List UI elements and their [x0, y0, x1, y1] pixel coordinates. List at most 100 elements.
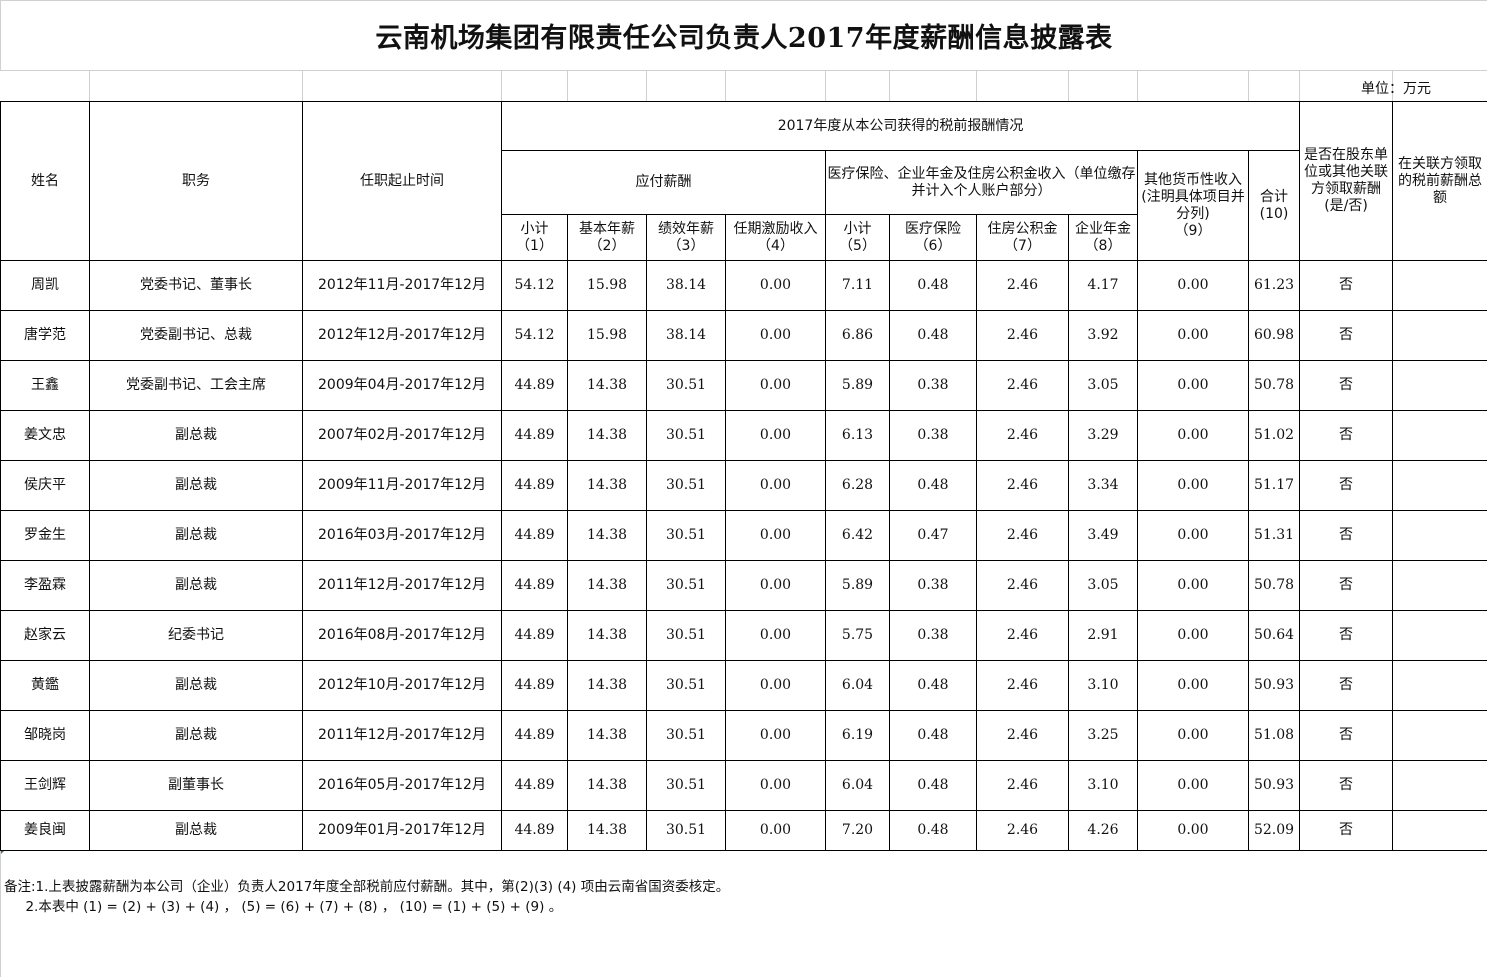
- cell-c5: 6.86: [825, 310, 890, 361]
- cell-c8: 3.29: [1068, 410, 1138, 461]
- cell-name: 邹晓岗: [0, 710, 90, 761]
- cell-c6: 0.38: [889, 360, 977, 411]
- header-related-party-flag: 是否在股东单位或其他关联方领取薪酬 (是/否): [1299, 101, 1394, 261]
- cell-flag: 否: [1299, 460, 1394, 511]
- cell-c9: 0.00: [1137, 610, 1249, 661]
- grid-line: [0, 850, 1, 977]
- cell-rel: [1392, 760, 1487, 811]
- cell-c10: 50.93: [1247, 660, 1301, 711]
- main-content: 姓名 职务 任职起止时间 2017年度从本公司获得的税前报酬情况 是否在股东单位…: [0, 101, 1487, 917]
- table-row: 李盈霖 副总裁 2011年12月-2017年12月 44.89 14.38 30.51 0.…: [0, 560, 1487, 611]
- cell-rel: [1392, 560, 1487, 611]
- cell-c2: 14.38: [567, 360, 647, 411]
- cell-position: 纪委书记: [89, 610, 303, 661]
- cell-c1: 44.89: [501, 610, 568, 661]
- cell-rel: [1392, 260, 1487, 311]
- table-row: 王剑辉 副董事长 2016年05月-2017年12月 44.89 14.38 30.51 0…: [0, 760, 1487, 811]
- cell-flag: 否: [1299, 760, 1394, 811]
- header-base-salary: 基本年薪 （2）: [567, 214, 647, 261]
- cell-term: 2009年01月-2017年12月: [302, 810, 502, 851]
- cell-c8: 4.17: [1068, 260, 1138, 311]
- cell-c6: 0.48: [889, 810, 977, 851]
- cell-c4: 0.00: [725, 360, 826, 411]
- cell-c1: 44.89: [501, 710, 568, 761]
- cell-rel: [1392, 810, 1487, 851]
- cell-c3: 30.51: [646, 810, 726, 851]
- table-row: 邹晓岗 副总裁 2011年12月-2017年12月 44.89 14.38 30.51 0.…: [0, 710, 1487, 761]
- cell-c1: 44.89: [501, 660, 568, 711]
- cell-c3: 30.51: [646, 510, 726, 561]
- cell-position: 副董事长: [89, 760, 303, 811]
- cell-term: 2009年11月-2017年12月: [302, 460, 502, 511]
- cell-term: 2016年03月-2017年12月: [302, 510, 502, 561]
- cell-c10: 50.78: [1247, 360, 1301, 411]
- cell-c8: 3.49: [1068, 510, 1138, 561]
- cell-position: 副总裁: [89, 510, 303, 561]
- cell-position: 副总裁: [89, 660, 303, 711]
- note-line-2: 2.本表中 (1) = (2) + (3) + (4) ， (5) = (6) …: [4, 899, 563, 915]
- cell-c3: 30.51: [646, 710, 726, 761]
- cell-position: 副总裁: [89, 710, 303, 761]
- cell-position: 副总裁: [89, 560, 303, 611]
- cell-rel: [1392, 360, 1487, 411]
- cell-c8: 3.10: [1068, 660, 1138, 711]
- cell-c8: 3.34: [1068, 460, 1138, 511]
- unit-label: 单位：万元: [1361, 81, 1431, 97]
- table-row: 周凯 党委书记、董事长 2012年11月-2017年12月 54.12 15.98 38.…: [0, 260, 1487, 311]
- cell-c2: 14.38: [567, 810, 647, 851]
- cell-c1: 44.89: [501, 460, 568, 511]
- cell-c7: 2.46: [976, 610, 1069, 661]
- cell-c5: 6.42: [825, 510, 890, 561]
- cell-position: 党委书记、董事长: [89, 260, 303, 311]
- cell-c10: 51.17: [1247, 460, 1301, 511]
- cell-c10: 51.02: [1247, 410, 1301, 461]
- cell-c7: 2.46: [976, 460, 1069, 511]
- cell-c8: 3.10: [1068, 760, 1138, 811]
- table-row: 侯庆平 副总裁 2009年11月-2017年12月 44.89 14.38 30.51 0.…: [0, 460, 1487, 511]
- header-subtotal-1: 小计 （1）: [501, 214, 568, 261]
- header-pretax-group: 2017年度从本公司获得的税前报酬情况: [500, 101, 1301, 151]
- cell-flag: 否: [1299, 510, 1394, 561]
- table-row: 唐学范 党委副书记、总裁 2012年12月-2017年12月 54.12 15.98 38…: [0, 310, 1487, 361]
- cell-c6: 0.38: [889, 410, 977, 461]
- cell-c2: 14.38: [567, 760, 647, 811]
- cell-c10: 50.64: [1247, 610, 1301, 661]
- cell-c1: 54.12: [501, 260, 568, 311]
- cell-c10: 50.93: [1247, 760, 1301, 811]
- cell-name: 姜良闽: [0, 810, 90, 851]
- cell-rel: [1392, 460, 1487, 511]
- cell-flag: 否: [1299, 410, 1394, 461]
- header-total: 合计 (10): [1247, 150, 1301, 261]
- cell-c10: 51.31: [1247, 510, 1301, 561]
- cell-term: 2009年04月-2017年12月: [302, 360, 502, 411]
- cell-flag: 否: [1299, 810, 1394, 851]
- cell-c6: 0.48: [889, 260, 977, 311]
- cell-term: 2016年05月-2017年12月: [302, 760, 502, 811]
- cell-c3: 30.51: [646, 410, 726, 461]
- cell-c4: 0.00: [725, 810, 826, 851]
- cell-c9: 0.00: [1137, 510, 1249, 561]
- cell-flag: 否: [1299, 310, 1394, 361]
- cell-rel: [1392, 410, 1487, 461]
- table-row: 罗金生 副总裁 2016年03月-2017年12月 44.89 14.38 30.51 0.…: [0, 510, 1487, 561]
- cell-c1: 44.89: [501, 760, 568, 811]
- cell-c9: 0.00: [1137, 660, 1249, 711]
- cell-c5: 6.19: [825, 710, 890, 761]
- cell-c1: 54.12: [501, 310, 568, 361]
- cell-name: 姜文忠: [0, 410, 90, 461]
- cell-name: 周凯: [0, 260, 90, 311]
- cell-c9: 0.00: [1137, 260, 1249, 311]
- cell-c9: 0.00: [1137, 810, 1249, 851]
- cell-c2: 14.38: [567, 510, 647, 561]
- header-insurance-group: 医疗保险、企业年金及住房公积金收入（单位缴存并计入个人账户部分）: [825, 150, 1138, 215]
- cell-term: 2012年11月-2017年12月: [302, 260, 502, 311]
- header-other-income: 其他货币性收入(注明具体项目并分列) （9）: [1137, 150, 1249, 261]
- cell-c6: 0.48: [889, 710, 977, 761]
- cell-c6: 0.48: [889, 460, 977, 511]
- cell-c4: 0.00: [725, 660, 826, 711]
- header-performance-salary: 绩效年薪 （3）: [646, 214, 726, 261]
- cell-c4: 0.00: [725, 410, 826, 461]
- cell-c7: 2.46: [976, 660, 1069, 711]
- cell-flag: 否: [1299, 660, 1394, 711]
- cell-c8: 3.05: [1068, 560, 1138, 611]
